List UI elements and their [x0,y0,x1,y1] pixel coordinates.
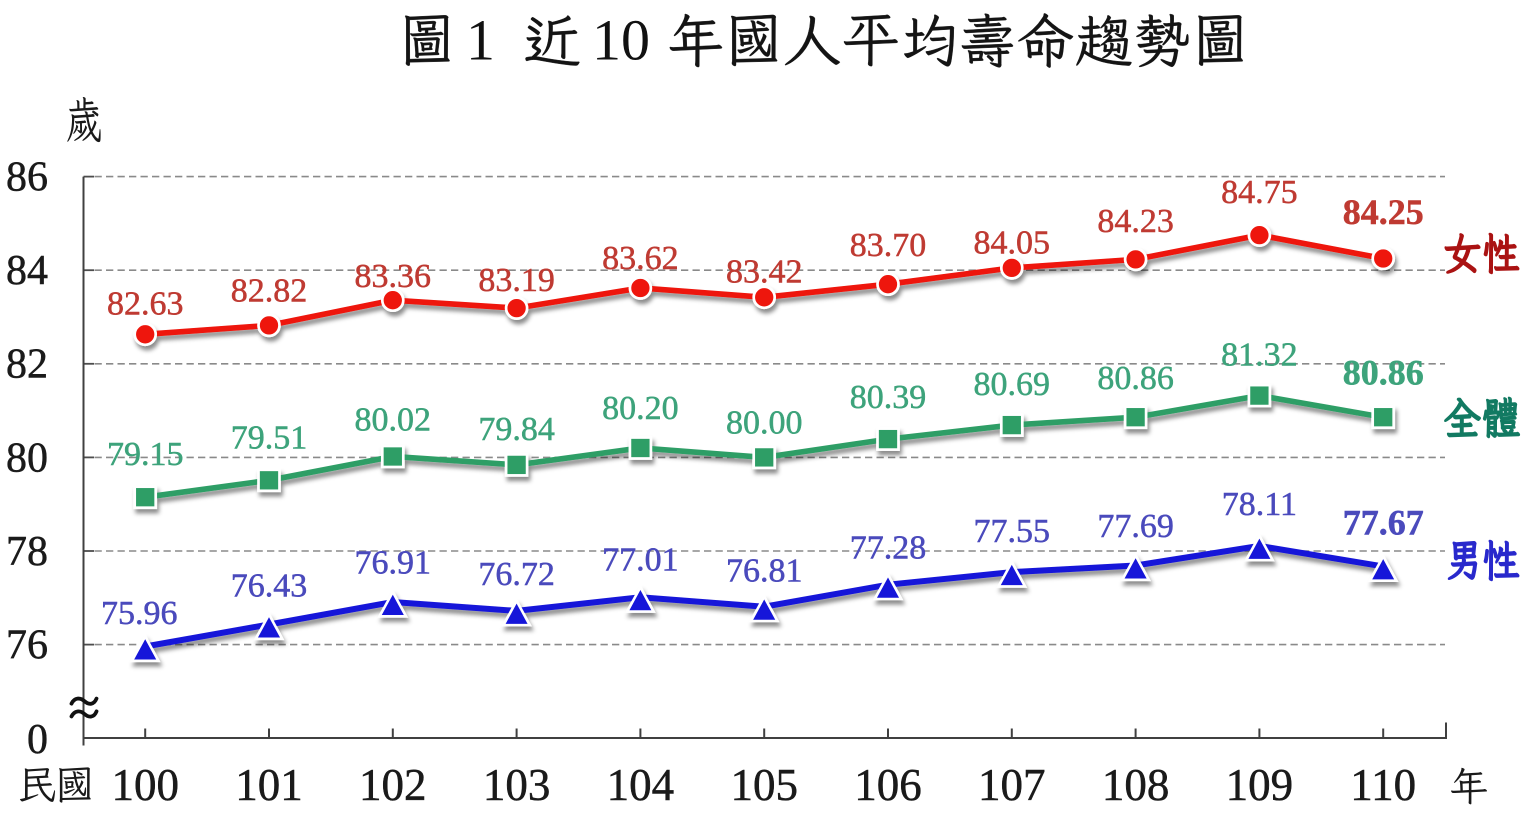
svg-text:82.82: 82.82 [231,272,308,309]
svg-text:82.63: 82.63 [107,285,184,322]
svg-text:76.72: 76.72 [478,556,555,593]
svg-text:75.96: 75.96 [101,595,178,632]
svg-text:76.91: 76.91 [355,545,432,582]
svg-text:80.00: 80.00 [726,404,803,441]
svg-text:84.25: 84.25 [1343,192,1424,232]
svg-text:77.28: 77.28 [850,530,927,567]
svg-text:81.32: 81.32 [1221,337,1298,374]
svg-text:103: 103 [483,760,551,810]
svg-text:100: 100 [111,760,179,810]
svg-text:80.86: 80.86 [1343,353,1424,393]
svg-text:104: 104 [607,760,675,810]
svg-text:80: 80 [6,435,48,481]
svg-text:84.05: 84.05 [974,224,1051,261]
svg-text:83.19: 83.19 [478,262,555,299]
svg-text:77.69: 77.69 [1097,508,1174,545]
svg-text:101: 101 [235,760,303,810]
svg-text:76.43: 76.43 [231,568,308,605]
svg-text:83.62: 83.62 [602,240,679,277]
svg-text:108: 108 [1102,760,1170,810]
svg-text:84: 84 [6,248,48,294]
svg-text:82: 82 [6,342,48,388]
svg-text:80.39: 80.39 [850,379,927,416]
svg-text:109: 109 [1226,760,1294,810]
svg-text:110: 110 [1350,760,1416,810]
svg-text:10: 10 [592,8,650,73]
svg-text:79.51: 79.51 [231,419,308,456]
svg-text:80.69: 80.69 [974,366,1051,403]
svg-text:79.15: 79.15 [107,436,184,473]
svg-text:84.75: 84.75 [1221,174,1298,211]
svg-text:83.42: 83.42 [726,253,803,290]
svg-text:78: 78 [6,529,48,575]
svg-text:106: 106 [854,760,922,810]
svg-text:78.11: 78.11 [1222,486,1297,523]
svg-text:1: 1 [466,8,495,73]
svg-text:76.81: 76.81 [726,552,803,589]
svg-text:86: 86 [6,155,48,201]
svg-text:0: 0 [27,717,48,763]
svg-text:80.02: 80.02 [355,402,432,439]
svg-text:107: 107 [978,760,1046,810]
svg-text:80.86: 80.86 [1097,360,1174,397]
svg-text:77.01: 77.01 [602,542,679,579]
svg-text:105: 105 [730,760,798,810]
svg-text:80.20: 80.20 [602,390,679,427]
svg-text:77.67: 77.67 [1343,502,1424,542]
svg-text:83.36: 83.36 [355,258,432,295]
svg-text:102: 102 [359,760,427,810]
svg-text:83.70: 83.70 [850,227,927,264]
svg-text:77.55: 77.55 [974,513,1051,550]
svg-text:76: 76 [6,623,48,669]
svg-text:79.84: 79.84 [478,411,555,448]
svg-text:84.23: 84.23 [1097,203,1174,240]
